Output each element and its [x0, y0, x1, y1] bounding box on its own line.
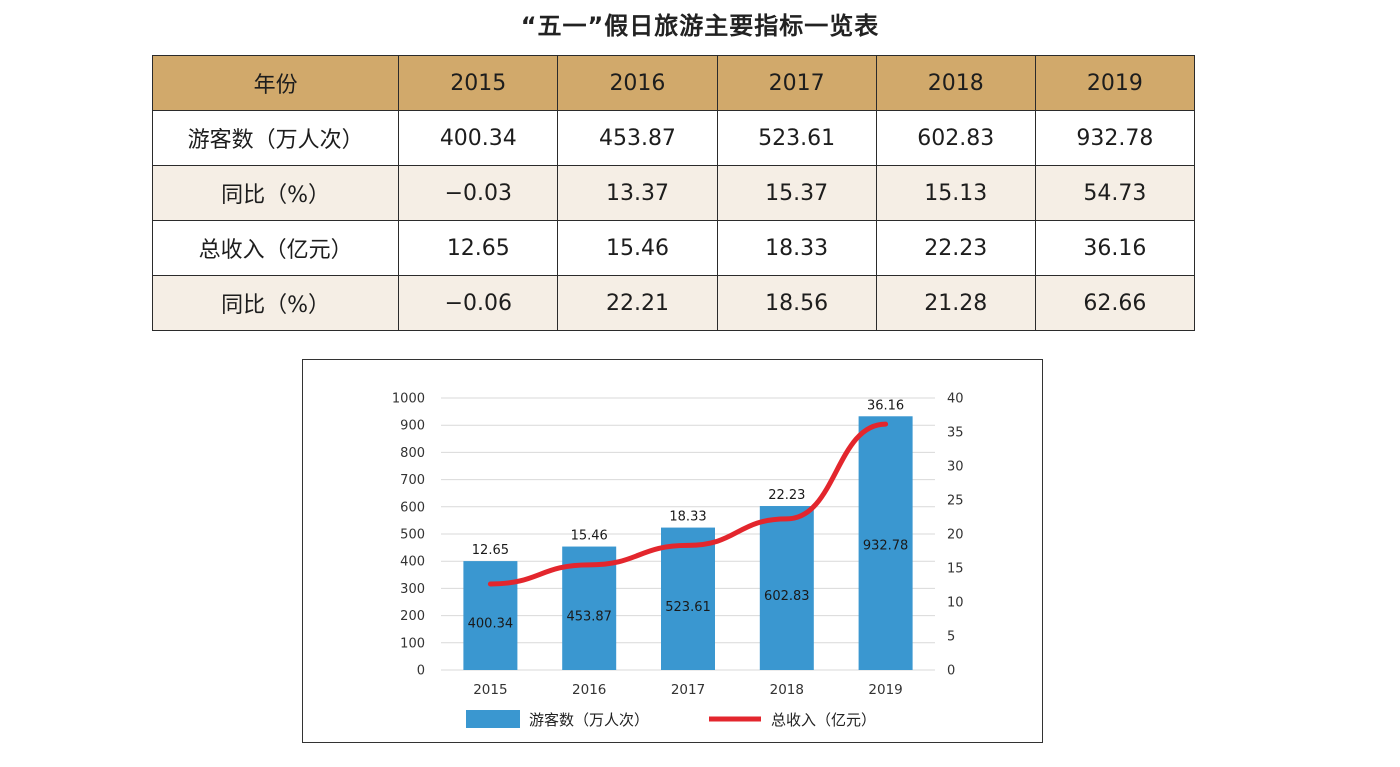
bar-value-label: 400.34	[468, 617, 514, 632]
y-right-tick-label: 10	[947, 596, 964, 611]
y-left-tick-label: 400	[400, 555, 425, 570]
table-cell: 22.23	[875, 220, 1036, 276]
y-left-tick-label: 600	[400, 500, 425, 515]
combo-chart-frame: 0 100 200 300 400 500 600 700 800 900 1000 0 5 10 15 20…	[302, 359, 1043, 743]
bar-value-label: 453.87	[566, 609, 612, 624]
y-left-tick-label: 800	[400, 446, 425, 461]
table-cell: 12.65	[398, 220, 559, 276]
y-left-tick-label: 200	[400, 609, 425, 624]
table-cell: −0.06	[398, 275, 559, 331]
table-header-row: 年份 2015 2016 2017 2018 2019	[151, 55, 1196, 111]
table-cell: 22.21	[557, 275, 718, 331]
table-cell: 523.61	[716, 110, 877, 166]
header-cell: 2018	[875, 55, 1036, 111]
y-right-tick-label: 25	[947, 494, 964, 509]
header-cell: 年份	[151, 55, 400, 111]
table-cell: 15.46	[557, 220, 718, 276]
bar-value-label: 932.78	[863, 538, 909, 553]
y-right-tick-label: 15	[947, 562, 964, 577]
x-category-label: 2019	[868, 682, 902, 698]
row-label: 游客数（万人次）	[151, 110, 400, 166]
bar-visitors	[463, 561, 518, 670]
line-value-label: 18.33	[669, 510, 706, 525]
table-cell: 15.37	[716, 165, 877, 221]
table-row-visitors: 游客数（万人次） 400.34 453.87 523.61 602.83 932…	[151, 110, 1196, 166]
y-right-tick-label: 20	[947, 528, 964, 543]
table-cell: 932.78	[1034, 110, 1196, 166]
line-value-label: 22.23	[768, 488, 805, 503]
y-right-tick-label: 5	[947, 630, 955, 645]
table-cell: −0.03	[398, 165, 559, 221]
row-label: 同比（%）	[151, 275, 400, 331]
combo-chart: 0 100 200 300 400 500 600 700 800 900 1000 0 5 10 15 20…	[392, 392, 964, 730]
y-right-tick-label: 30	[947, 460, 964, 475]
table-cell: 62.66	[1034, 275, 1196, 331]
table-cell: 21.28	[875, 275, 1036, 331]
y-right-tick-label: 35	[947, 426, 964, 441]
row-label: 同比（%）	[151, 165, 400, 221]
bar-visitors	[759, 506, 814, 670]
line-value-label: 12.65	[472, 543, 509, 558]
header-cell: 2019	[1034, 55, 1196, 111]
table-cell: 18.33	[716, 220, 877, 276]
header-cell: 2016	[557, 55, 718, 111]
y-right-tick-label: 40	[947, 392, 964, 407]
table-cell: 602.83	[875, 110, 1036, 166]
row-label: 总收入（亿元）	[151, 220, 400, 276]
line-value-label: 36.16	[867, 398, 904, 413]
table-row-revenue: 总收入（亿元） 12.65 15.46 18.33 22.23 36.16	[151, 220, 1196, 276]
y-left-tick-label: 700	[400, 473, 425, 488]
header-cell: 2015	[398, 55, 559, 111]
y-left-tick-label: 300	[400, 582, 425, 597]
x-category-label: 2015	[473, 682, 507, 698]
y-left-tick-label: 0	[417, 664, 425, 679]
legend-label-revenue: 总收入（亿元）	[771, 711, 876, 729]
bar-value-label: 523.61	[665, 600, 711, 615]
table-cell: 18.56	[716, 275, 877, 331]
legend-label-visitors: 游客数（万人次）	[529, 711, 649, 729]
table-cell: 400.34	[398, 110, 559, 166]
line-revenue	[487, 421, 889, 587]
bar-visitors	[858, 416, 913, 670]
line-value-label: 15.46	[571, 529, 608, 544]
table-row-visitors-yoy: 同比（%） −0.03 13.37 15.37 15.13 54.73	[151, 165, 1196, 221]
y-left-tick-label: 1000	[392, 392, 425, 407]
table-cell: 36.16	[1034, 220, 1196, 276]
table-row-revenue-yoy: 同比（%） −0.06 22.21 18.56 21.28 62.66	[151, 275, 1196, 331]
y-left-tick-label: 100	[400, 636, 425, 651]
x-category-label: 2016	[572, 682, 606, 698]
header-cell: 2017	[716, 55, 877, 111]
x-category-label: 2017	[671, 682, 705, 698]
page-title: “五一”假日旅游主要指标一览表	[520, 12, 880, 40]
indicator-table: 年份 2015 2016 2017 2018 2019 游客数（万人次） 400…	[151, 55, 1196, 331]
table-cell: 453.87	[557, 110, 718, 166]
y-left-tick-label: 500	[400, 528, 425, 543]
bar-value-label: 602.83	[764, 589, 810, 604]
table-cell: 54.73	[1034, 165, 1196, 221]
table-cell: 13.37	[557, 165, 718, 221]
table-cell: 15.13	[875, 165, 1036, 221]
bar-visitors	[661, 527, 715, 670]
y-right-tick-label: 0	[947, 664, 955, 679]
legend-swatch-visitors	[466, 710, 520, 728]
x-category-label: 2018	[770, 682, 804, 698]
y-left-tick-label: 900	[400, 419, 425, 434]
